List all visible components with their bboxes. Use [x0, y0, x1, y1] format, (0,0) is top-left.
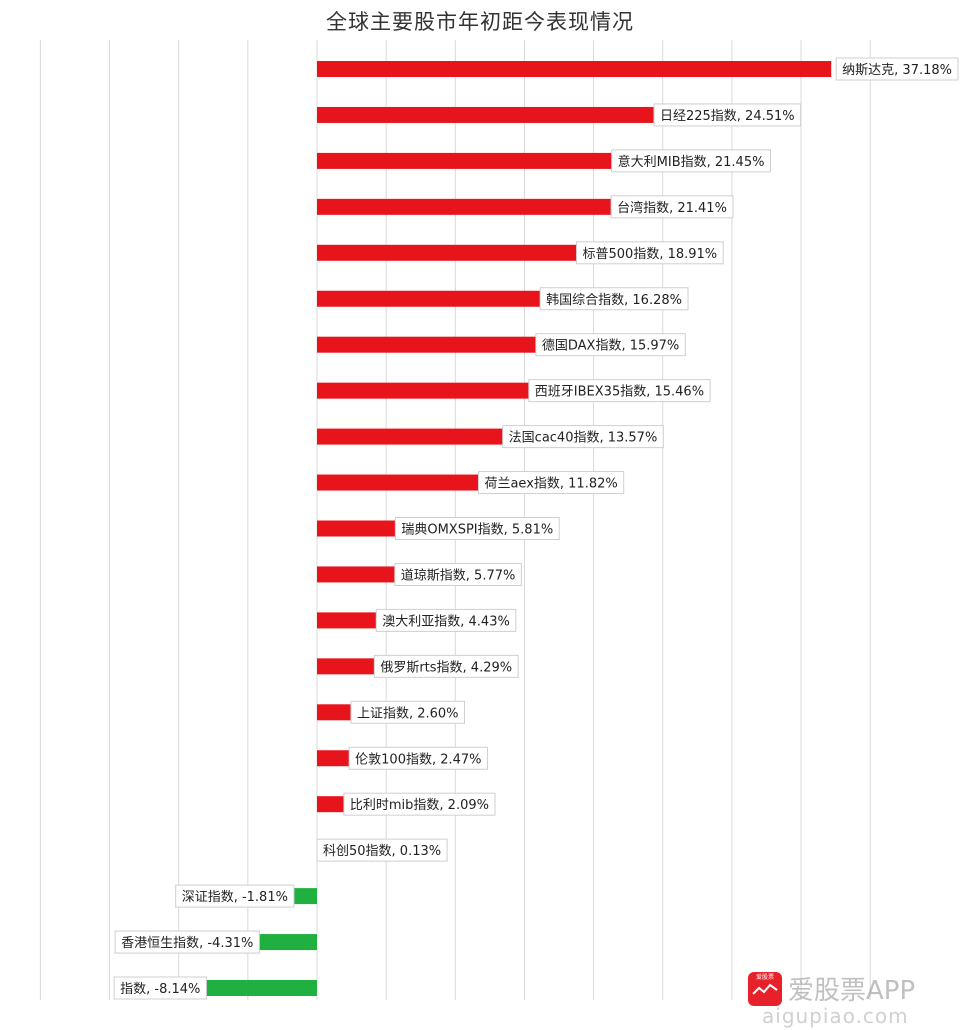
data-label-box [373, 654, 519, 678]
bar [317, 474, 481, 491]
data-label: 德国DAX指数, 15.97% [542, 339, 679, 354]
data-label: 荷兰aex指数, 11.82% [484, 477, 617, 492]
bar [317, 106, 656, 123]
bar [317, 382, 531, 399]
watermark-site: aigupiao.com [762, 1004, 909, 1028]
data-label-box [343, 792, 496, 816]
data-label: 伦敦100指数, 2.47% [355, 751, 481, 767]
data-label: 法国cac40指数, 13.57% [509, 431, 658, 446]
bar [317, 566, 397, 583]
data-label-box [350, 700, 466, 724]
data-label-box [653, 103, 802, 127]
watermark: 爱股票 爱股票APP aigupiao.com [748, 968, 960, 1030]
bar [317, 796, 346, 813]
data-label-box [610, 195, 734, 219]
bar [317, 520, 398, 537]
bar [317, 336, 538, 353]
bar [317, 61, 832, 77]
data-label: 台湾指数, 21.41% [617, 200, 727, 216]
data-label-box [576, 241, 724, 265]
data-label: 俄罗斯rts指数, 4.29% [380, 660, 512, 675]
data-label-box [611, 149, 771, 173]
data-label: 深证指数, -1.81% [182, 890, 288, 905]
bar [317, 704, 353, 721]
data-label-box [539, 287, 689, 311]
bar [291, 888, 317, 905]
data-label: 科创50指数, 0.13% [323, 844, 441, 859]
data-label-box [502, 425, 664, 449]
data-label: 道琼斯指数, 5.77% [401, 568, 516, 583]
bar [257, 934, 317, 951]
bar [317, 658, 377, 675]
data-label: 上证指数, 2.60% [357, 706, 459, 721]
trend-line-icon [752, 983, 778, 995]
data-label-box [394, 517, 560, 540]
data-label: 比利时mib指数, 2.09% [350, 798, 489, 813]
data-label-box [348, 746, 489, 770]
data-label: 西班牙IBEX35指数, 15.46% [535, 385, 704, 400]
data-label-box [316, 838, 448, 862]
data-label: 标普500指数, 18.91% [583, 247, 718, 262]
bar [317, 198, 614, 215]
bar [317, 244, 579, 261]
data-label: 澳大利亚指数, 4.43% [382, 613, 510, 629]
data-label-box [477, 471, 625, 495]
bar [204, 980, 317, 996]
data-label-box [113, 976, 207, 1000]
data-label-box [114, 930, 260, 954]
data-label-box [394, 562, 522, 586]
data-label: 瑞典OMXSPI指数, 5.81% [401, 523, 553, 538]
data-label: 香港恒生指数, -4.31% [121, 936, 253, 951]
bar [317, 428, 505, 445]
chart-title: 全球主要股市年初距今表现情况 [326, 10, 634, 34]
data-label: 日经225指数, 24.51% [660, 109, 795, 124]
bar [317, 290, 543, 307]
data-label: 韩国综合指数, 16.28% [546, 293, 682, 308]
bar [317, 750, 352, 767]
data-label-box [835, 57, 959, 81]
bars [204, 61, 832, 996]
data-label-box [528, 379, 711, 403]
bar [317, 612, 379, 629]
app-logo-text: 爱股票 [755, 974, 774, 981]
data-label: 意大利MIB指数, 21.45% [618, 154, 765, 170]
data-label-box [375, 608, 517, 632]
data-labels: 纳斯达克, 37.18% 日经225指数, 24.51% 意大利MIB指数, 21.… [113, 57, 959, 1000]
data-label: 指数, -8.14% [120, 982, 200, 997]
data-label-box [175, 884, 295, 908]
bar [317, 152, 614, 169]
data-label-box [535, 333, 686, 357]
data-label: 纳斯达克, 37.18% [842, 63, 952, 78]
watermark-brand: 爱股票APP [788, 976, 916, 1006]
